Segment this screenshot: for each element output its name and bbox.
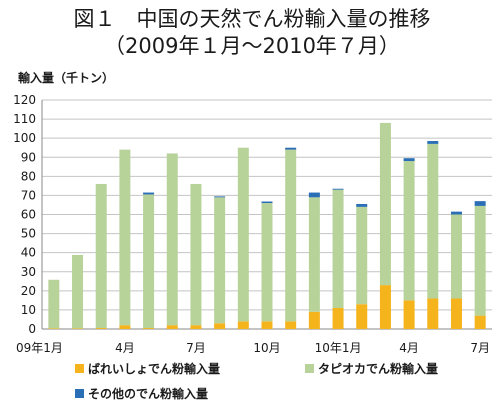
bar-other: [308, 192, 320, 198]
y-tick-label: 80: [21, 169, 36, 183]
x-tick-label: 10年1月: [315, 341, 362, 355]
legend-tapioca-label: タピオカでん粉輸入量: [318, 362, 439, 376]
bar-potato: [48, 328, 60, 329]
bar-potato: [237, 321, 249, 329]
y-tick-label: 10: [21, 303, 36, 317]
y-tick-label: 30: [21, 265, 36, 279]
bar-other: [143, 192, 155, 195]
bar-potato: [308, 311, 320, 329]
bar-potato: [119, 325, 131, 329]
y-tick-label: 0: [28, 322, 36, 336]
bar-other: [261, 201, 273, 204]
bar-potato: [450, 298, 462, 329]
bar-tapioca: [237, 147, 249, 322]
bar-potato: [403, 300, 415, 329]
x-tick-label: 7月: [186, 341, 206, 355]
chart-title-line2: （2009年１月～2010年７月）: [104, 34, 400, 58]
bar-potato: [356, 304, 368, 329]
bar-tapioca: [190, 183, 202, 326]
bar-potato: [285, 321, 297, 329]
bar-potato: [214, 323, 226, 329]
legend-other-swatch: [75, 389, 84, 398]
bar-other: [427, 141, 439, 144]
bar-potato: [379, 285, 391, 329]
bar-tapioca: [332, 189, 344, 309]
bar-potato: [427, 298, 439, 329]
chart-title: 図１ 中国の天然でん粉輸入量の推移 （2009年１月～2010年７月）: [0, 6, 504, 60]
x-tick-label: 4月: [115, 341, 135, 355]
bar-tapioca: [308, 197, 320, 312]
y-tick-label: 20: [21, 284, 36, 298]
bar-tapioca: [261, 203, 273, 322]
bar-tapioca: [48, 279, 60, 329]
bar-potato: [166, 325, 178, 329]
bar-other: [356, 204, 368, 207]
bar-potato: [332, 308, 344, 329]
bar-potato: [474, 315, 486, 329]
bar-potato: [72, 328, 84, 329]
x-tick-label: 7月: [470, 341, 490, 355]
chart-title-line1: 図１ 中国の天然でん粉輸入量の推移: [73, 7, 431, 31]
legend-other: その他のでん粉輸入量: [75, 385, 208, 402]
bar-other: [474, 201, 486, 206]
y-tick-label: 90: [21, 150, 36, 164]
bar-other: [332, 188, 344, 190]
bar-tapioca: [427, 143, 439, 299]
bar-potato: [143, 328, 155, 329]
bar-other: [285, 147, 297, 150]
bar-other: [450, 211, 462, 215]
bar-potato: [95, 328, 107, 329]
y-tick-label: 40: [21, 246, 36, 260]
y-axis-label: 輸入量（千トン）: [18, 70, 114, 85]
bar-tapioca: [143, 194, 155, 329]
y-tick-label: 50: [21, 227, 36, 241]
bar-tapioca: [450, 214, 462, 299]
bar-tapioca: [95, 183, 107, 329]
bar-tapioca: [119, 149, 131, 326]
x-tick-label: 09年1月: [16, 341, 63, 355]
bar-tapioca: [356, 206, 368, 305]
y-tick-label: 70: [21, 188, 36, 202]
bar-potato: [261, 321, 273, 329]
y-tick-label: 120: [13, 93, 36, 107]
bar-tapioca: [166, 153, 178, 326]
legend-tapioca: タピオカでん粉輸入量: [305, 360, 438, 377]
bar-tapioca: [379, 122, 391, 286]
y-tick-label: 110: [13, 112, 36, 126]
legend-tapioca-swatch: [305, 364, 314, 373]
bar-tapioca: [72, 254, 84, 329]
bar-potato: [190, 325, 202, 329]
legend-potato-swatch: [75, 364, 84, 373]
bar-other: [214, 196, 226, 198]
legend-potato-label: ばれいしょでん粉輸入量: [88, 362, 221, 376]
bar-tapioca: [474, 205, 486, 316]
bar-tapioca: [285, 149, 297, 322]
bar-other: [403, 158, 415, 162]
bar-tapioca: [214, 197, 226, 324]
y-tick-label: 100: [13, 131, 36, 145]
legend-other-label: その他のでん粉輸入量: [88, 387, 209, 401]
x-tick-label: 4月: [399, 341, 419, 355]
legend-potato: ばれいしょでん粉輸入量: [75, 360, 220, 377]
bar-tapioca: [403, 161, 415, 301]
x-tick-label: 10月: [253, 341, 280, 355]
y-tick-label: 60: [21, 208, 36, 222]
